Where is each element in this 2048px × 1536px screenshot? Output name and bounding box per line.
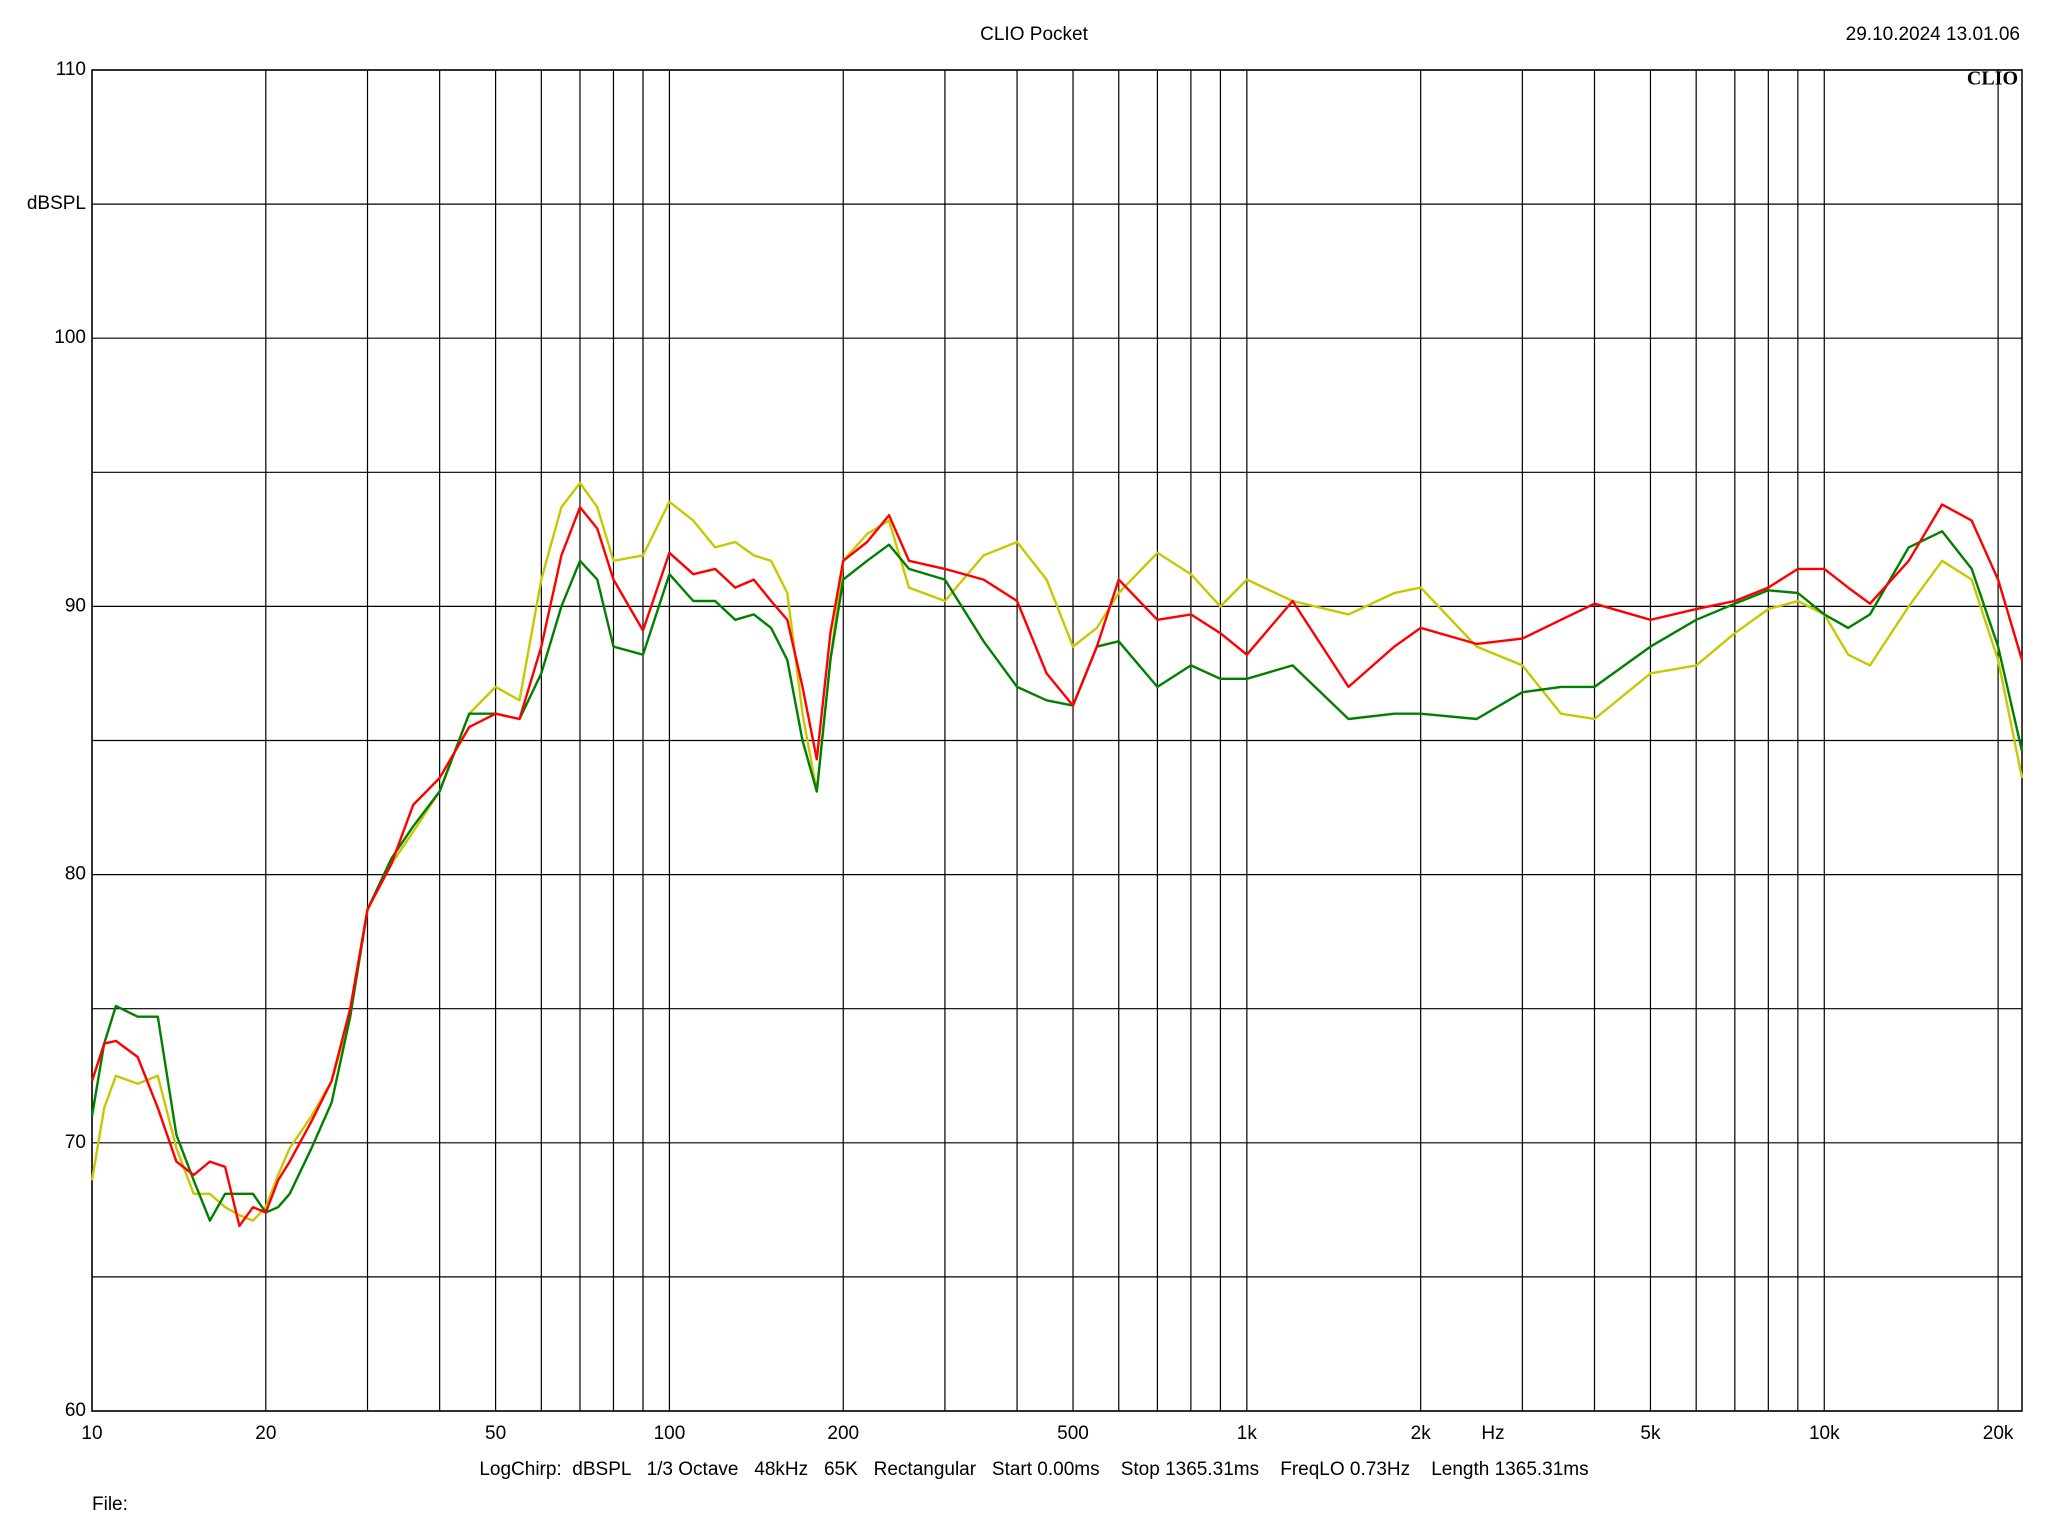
x-tick-label: 20	[255, 1423, 276, 1444]
x-tick-label: 200	[827, 1423, 859, 1444]
y-tick-label: 100	[54, 327, 86, 348]
y-tick-label: 90	[65, 595, 86, 616]
x-unit: Hz	[1481, 1423, 1504, 1444]
file-label: File:	[92, 1494, 128, 1515]
series-line	[90, 481, 2024, 1222]
x-tick-label: 500	[1057, 1423, 1089, 1444]
chart-title: CLIO Pocket	[980, 24, 1088, 45]
x-tick-label: 2k	[1411, 1423, 1432, 1444]
x-tick-label: 50	[485, 1423, 506, 1444]
y-tick-label: 110	[56, 59, 86, 80]
series-line	[90, 503, 2024, 1228]
series-line	[90, 530, 2024, 1222]
x-tick-label: 10k	[1809, 1423, 1840, 1444]
y-tick-label: 70	[65, 1132, 86, 1153]
timestamp: 29.10.2024 13.01.06	[1846, 24, 2020, 45]
x-tick-label: 10	[81, 1423, 102, 1444]
watermark: CLIO	[1967, 68, 2018, 90]
y-tick-label: 80	[65, 864, 86, 885]
plot-frame	[91, 69, 2023, 1412]
y-tick-label: 60	[65, 1400, 86, 1421]
x-tick-label: 100	[654, 1423, 686, 1444]
x-tick-label: 5k	[1640, 1423, 1661, 1444]
x-tick-label: 1k	[1237, 1423, 1258, 1444]
y-unit: dBSPL	[27, 193, 86, 214]
footer: LogChirp: dBSPL 1/3 Octave 48kHz 65K Rec…	[479, 1459, 1588, 1480]
x-tick-label: 20k	[1983, 1423, 2014, 1444]
